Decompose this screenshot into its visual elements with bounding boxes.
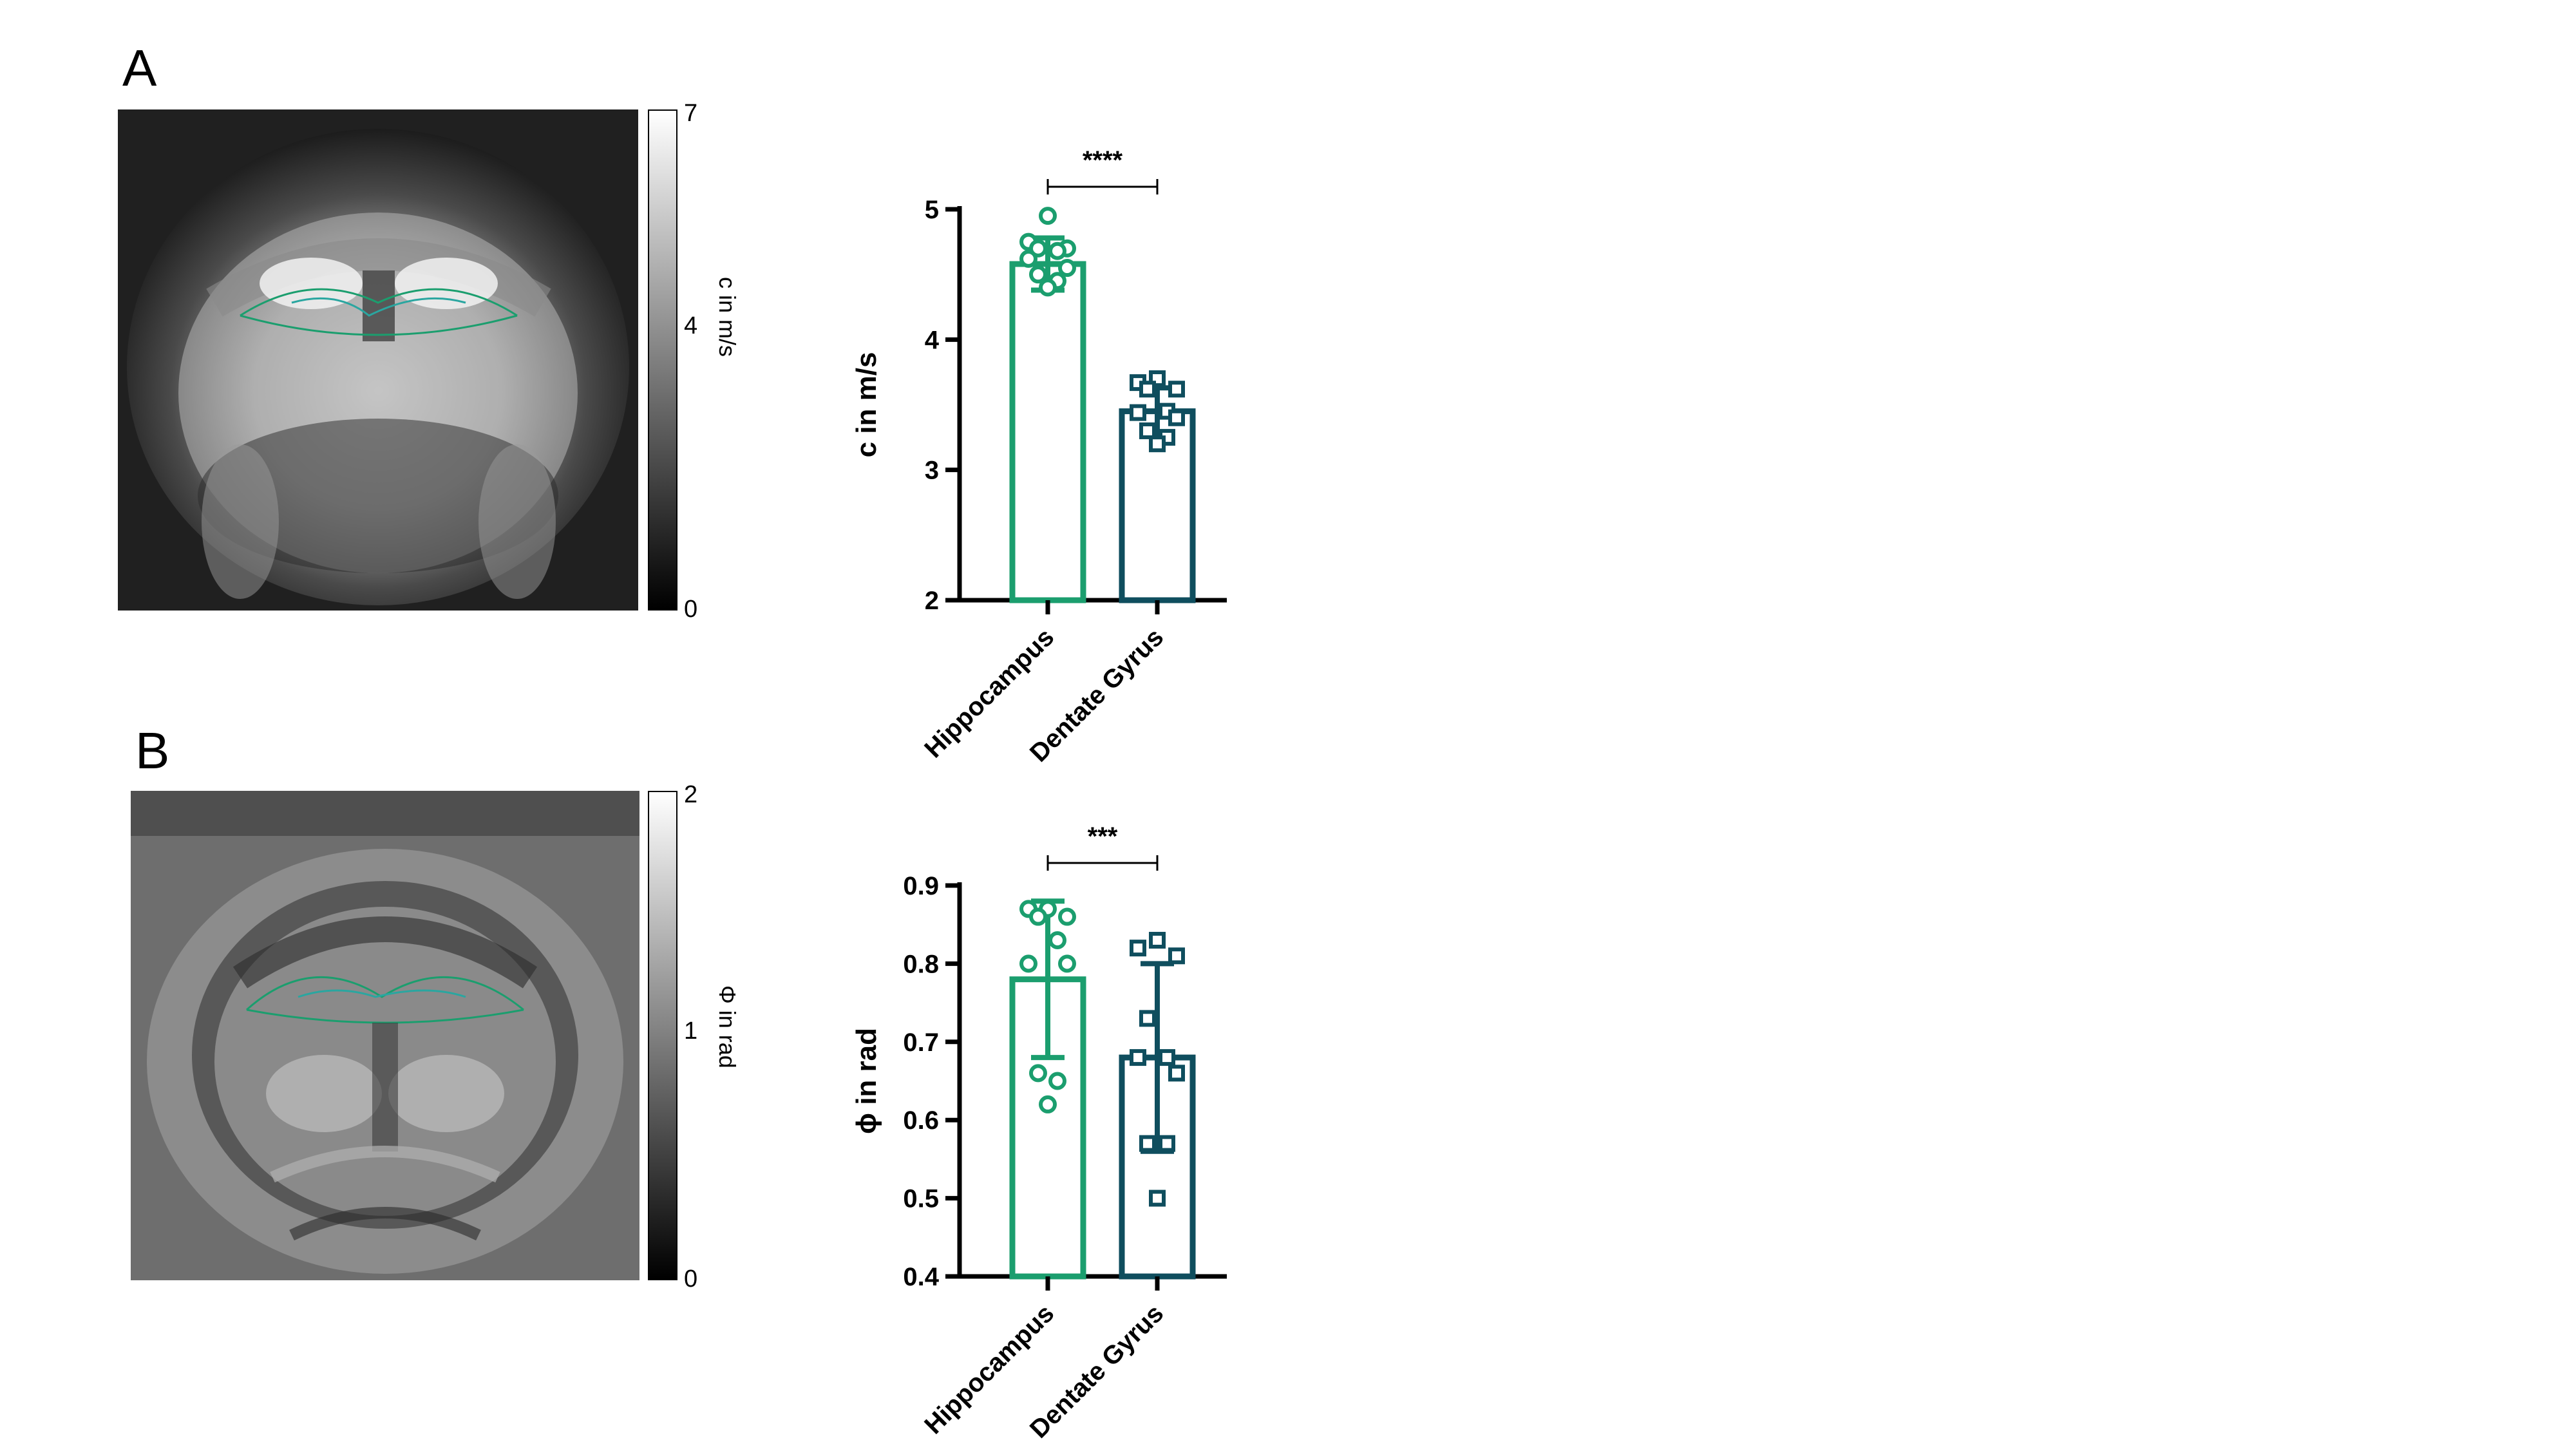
data-point-circle: [1058, 259, 1076, 278]
bar-chart-phase-angle: 0.40.50.60.70.80.9ϕ in radHippocampusDen…: [851, 822, 1227, 1444]
y-axis-title: ϕ in rad: [851, 1028, 882, 1134]
mri-image-b: [131, 791, 639, 1280]
data-point-circle: [1058, 907, 1076, 926]
data-point-circle: [1048, 1072, 1066, 1090]
data-point-circle: [1039, 278, 1057, 297]
data-point-circle: [1019, 954, 1037, 973]
colorbar-b-tick-max: 2: [684, 781, 698, 808]
colorbar-a: [648, 109, 677, 611]
data-point-square: [1139, 422, 1156, 439]
y-tick-label: 4: [925, 326, 940, 354]
data-point-square: [1149, 435, 1166, 453]
data-point-square: [1159, 1135, 1175, 1152]
data-point-circle: [1029, 265, 1047, 284]
data-point-circle: [1048, 242, 1066, 260]
colorbar-b: [648, 791, 677, 1280]
data-point-square: [1139, 381, 1156, 398]
data-point-square: [1130, 1049, 1146, 1066]
brain-mri-phase-icon: [131, 791, 639, 1280]
data-point-square: [1149, 1189, 1166, 1207]
data-point-square: [1139, 1010, 1156, 1027]
significance-label: ****: [1083, 146, 1123, 175]
data-point-circle: [1029, 907, 1047, 926]
colorbar-b-tick-min: 0: [684, 1265, 698, 1293]
colorbar-b-title: Φ in rad: [714, 985, 741, 1068]
data-point-square: [1130, 404, 1146, 421]
colorbar-a-tick-max: 7: [684, 100, 698, 127]
data-point-square: [1130, 940, 1146, 957]
panel-label-b: B: [135, 722, 170, 779]
data-point-square: [1159, 1049, 1175, 1066]
y-tick-label: 2: [925, 587, 939, 615]
data-point-circle: [1019, 249, 1037, 268]
brain-mri-stiffness-icon: [118, 109, 638, 611]
bar: [1009, 261, 1086, 603]
data-point-square: [1168, 409, 1185, 426]
significance-label: ***: [1088, 822, 1118, 851]
data-point-square: [1168, 1065, 1185, 1082]
data-point-circle: [1039, 1095, 1057, 1113]
y-tick-label: 0.5: [903, 1185, 939, 1213]
data-point-circle: [1048, 931, 1066, 949]
data-point-square: [1168, 381, 1185, 398]
data-point-circle: [1039, 207, 1057, 225]
y-tick-label: 5: [925, 196, 939, 224]
colorbar-a-tick-mid: 4: [684, 312, 698, 339]
data-point-square: [1149, 931, 1166, 949]
y-tick-label: 0.9: [903, 872, 939, 900]
y-tick-label: 0.4: [903, 1263, 939, 1291]
panel-label-a: A: [122, 39, 157, 97]
data-point-circle: [1058, 954, 1076, 973]
y-tick-label: 3: [925, 457, 939, 485]
y-tick-label: 0.7: [903, 1028, 939, 1057]
colorbar-a-tick-min: 0: [684, 596, 698, 623]
mri-image-a: [118, 109, 638, 611]
data-point-circle: [1029, 239, 1047, 258]
y-tick-label: 0.8: [903, 950, 939, 978]
data-point-circle: [1029, 1064, 1047, 1083]
y-axis-title: c in m/s: [851, 352, 882, 458]
colorbar-a-title: c in m/s: [714, 277, 741, 357]
colorbar-b-tick-mid: 1: [684, 1018, 698, 1045]
data-point-square: [1168, 947, 1185, 965]
data-point-square: [1139, 1135, 1156, 1152]
y-tick-label: 0.6: [903, 1106, 939, 1135]
